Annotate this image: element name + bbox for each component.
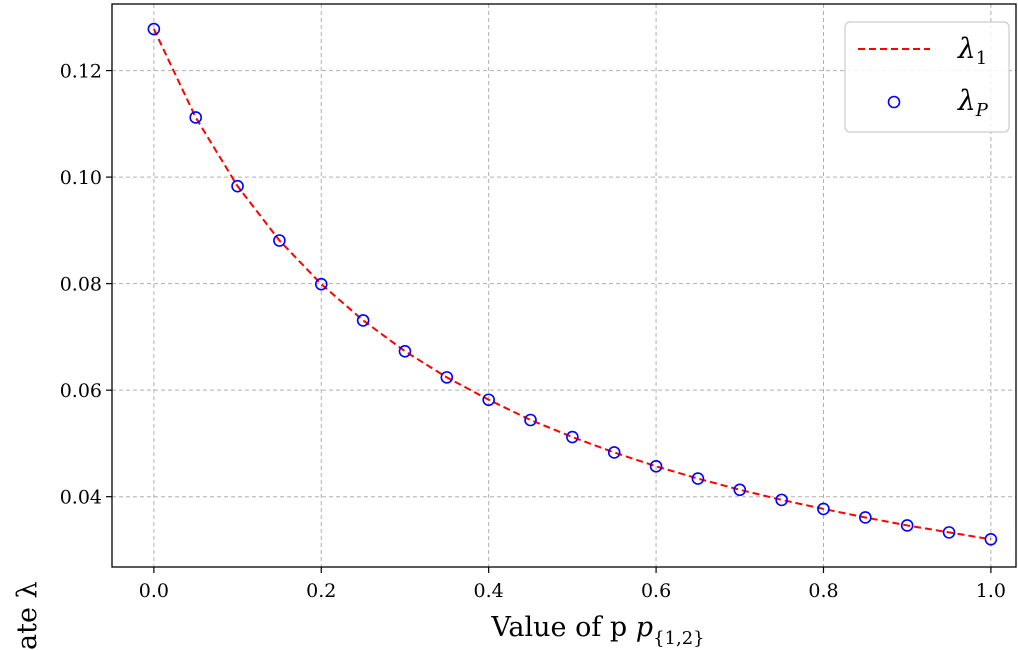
data-point-marker — [273, 234, 286, 247]
series-line-path — [152, 28, 992, 541]
data-point-marker — [984, 533, 998, 546]
x-tick-label: 0.2 — [306, 580, 336, 602]
data-point-marker — [859, 511, 872, 524]
y-tick-label: 0.06 — [60, 380, 102, 402]
data-point-marker — [356, 314, 370, 327]
legend-swatch-lambda-p — [887, 95, 901, 109]
x-axis-label: Value of p p{1,2} — [490, 612, 704, 649]
legend-label-lambda-p: λP — [957, 84, 989, 121]
x-tick-label: 0.8 — [808, 580, 838, 602]
data-point-marker — [691, 472, 705, 485]
series-lambda-p-markers — [147, 22, 998, 546]
y-axis-label: ate λ — [12, 581, 43, 650]
data-point-marker — [733, 483, 747, 497]
data-point-marker — [775, 493, 788, 507]
y-tick-label: 0.04 — [60, 487, 102, 509]
legend-label-lambda-1: λ1 — [957, 32, 987, 69]
x-tick-label: 0.4 — [474, 580, 504, 602]
y-tick-label: 0.08 — [60, 274, 102, 296]
data-point-marker — [900, 519, 914, 532]
data-point-marker — [817, 502, 830, 516]
legend: λ1 λP — [844, 21, 1010, 133]
data-point-marker — [942, 526, 956, 539]
data-point-marker — [440, 371, 454, 384]
data-point-marker — [231, 179, 244, 193]
data-point-marker — [607, 446, 621, 459]
x-tick-label: 1.0 — [976, 580, 1006, 602]
data-point-marker — [566, 430, 579, 444]
data-point-marker — [524, 413, 537, 427]
x-tick-label: 0.0 — [139, 580, 169, 602]
y-tick-label: 0.10 — [60, 167, 102, 189]
data-point-marker — [482, 393, 495, 407]
plot-frame — [111, 3, 1017, 568]
data-point-marker — [649, 460, 663, 473]
data-point-marker — [147, 22, 161, 36]
x-tick-label: 0.6 — [641, 580, 671, 602]
data-point-marker — [398, 344, 412, 358]
data-point-marker — [314, 277, 328, 291]
y-tick-label: 0.12 — [60, 61, 102, 83]
axis-ticks: 0.0 0.2 0.4 0.6 0.8 1.0 0.04 0.06 0.08 0.10 0.12 — [60, 61, 1006, 602]
series-lambda-1-line — [152, 28, 992, 541]
data-point-marker — [189, 111, 203, 124]
